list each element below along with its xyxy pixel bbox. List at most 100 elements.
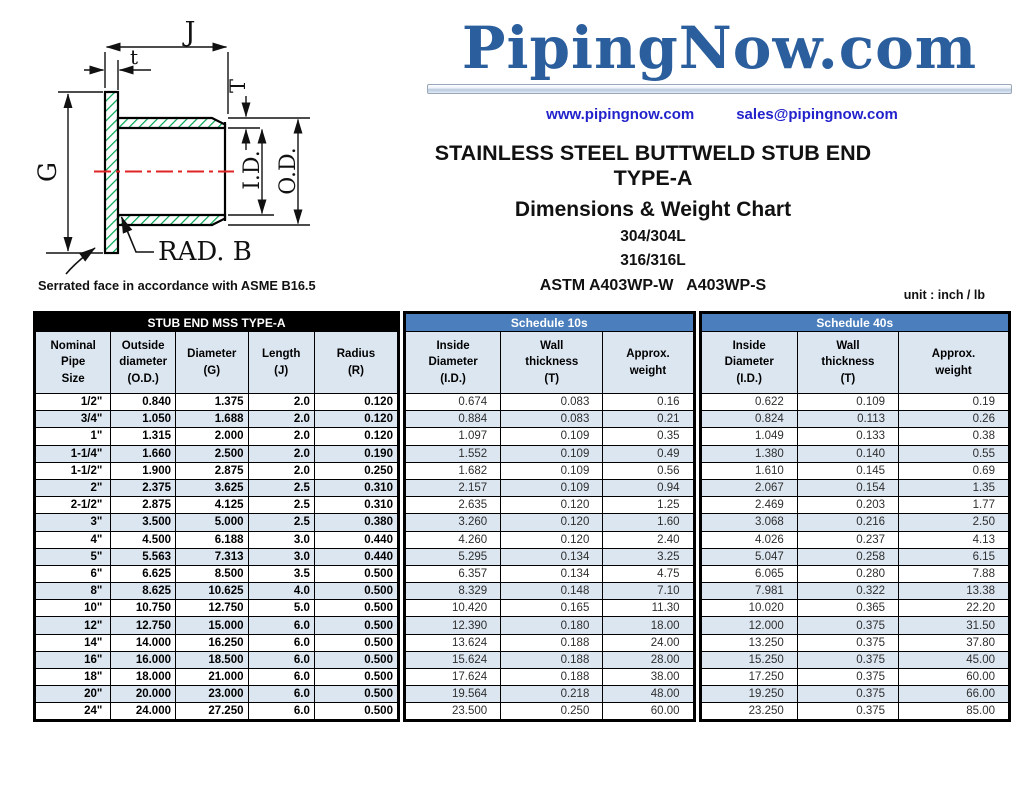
table-cell: 8.500 xyxy=(175,564,249,584)
table-cell: 13.624 xyxy=(403,633,502,652)
table-cell: 10.020 xyxy=(699,599,798,618)
table-cell: 8.625 xyxy=(110,582,176,601)
table-row: 5.047 0.258 6.15 xyxy=(699,547,1010,566)
table-cell: 4.0 xyxy=(247,582,315,601)
table-row: 2-1/2" 2.875 4.125 2.5 0.310 xyxy=(33,496,399,515)
table-row: 1.380 0.140 0.55 xyxy=(699,444,1010,463)
table-cell: 0.500 xyxy=(313,564,399,584)
col-approx-weight-10s: Approx. weight xyxy=(602,331,695,394)
table-cell: 15.250 xyxy=(699,650,798,670)
table-row: 1" 1.315 2.000 2.0 0.120 xyxy=(33,427,399,446)
rad-b-leader-arrow xyxy=(120,216,154,253)
table-cell: 1" xyxy=(33,427,112,446)
table-cell: 0.218 xyxy=(500,685,604,704)
table-cell: 1.660 xyxy=(110,444,176,463)
table-cell: 0.113 xyxy=(796,410,900,429)
table-cell: 0.188 xyxy=(500,633,604,652)
table-cell: 18.500 xyxy=(175,650,249,670)
table-cell: 2.0 xyxy=(247,427,315,446)
table-cell: 0.250 xyxy=(500,702,604,721)
table-row: 7.981 0.322 13.38 xyxy=(699,582,1010,601)
table-cell: 17.624 xyxy=(403,667,502,687)
table-cell: 6.15 xyxy=(898,547,1010,566)
table-cell: 16" xyxy=(33,650,112,670)
table-row: 3/4" 1.050 1.688 2.0 0.120 xyxy=(33,410,399,429)
table-cell: 0.310 xyxy=(313,496,399,515)
table-cell: 2.5 xyxy=(247,478,315,498)
col-inside-diameter-10s: Inside Diameter (I.D.) xyxy=(403,331,502,394)
table-row: 1-1/4" 1.660 2.500 2.0 0.190 xyxy=(33,444,399,463)
table-cell: 0.500 xyxy=(313,616,399,635)
table-cell: 0.188 xyxy=(500,667,604,687)
schedule-10s-table: Schedule 10s Inside Diameter (I.D.) Wall… xyxy=(402,311,696,722)
table-cell: 0.188 xyxy=(500,650,604,670)
table-cell: 0.674 xyxy=(403,392,502,412)
table-cell: 0.26 xyxy=(898,410,1010,429)
table-cell: 10.420 xyxy=(403,599,502,618)
table-cell: 6.0 xyxy=(247,702,315,721)
table-cell: 2-1/2" xyxy=(33,496,112,515)
table-cell: 0.500 xyxy=(313,650,399,670)
serrated-face-leader-arrow xyxy=(65,247,96,275)
table-row: 1.682 0.109 0.56 xyxy=(403,461,695,480)
table-cell: 0.109 xyxy=(500,427,604,446)
stub-end-diagram: J t G T I.D. xyxy=(33,17,316,293)
table-row: 4.260 0.120 2.40 xyxy=(403,530,695,549)
table-cell: 28.00 xyxy=(602,650,695,670)
table-cell: 0.120 xyxy=(313,427,399,446)
table-cell: 0.134 xyxy=(500,547,604,566)
table-cell: 0.440 xyxy=(313,530,399,549)
table-cell: 2.000 xyxy=(175,427,249,446)
group-header-stub-end: STUB END MSS TYPE-A xyxy=(34,312,399,332)
logo: PipingNow.com xyxy=(461,14,978,82)
table-cell: 0.258 xyxy=(796,547,900,566)
table-cell: 1-1/4" xyxy=(33,444,112,463)
table-row: 15.624 0.188 28.00 xyxy=(403,650,695,670)
dimension-cap-t xyxy=(228,96,310,150)
table-row: 1.610 0.145 0.69 xyxy=(699,461,1010,480)
table-cell: 2.635 xyxy=(403,496,502,515)
table-cell: 0.21 xyxy=(602,410,695,429)
table-cell: 0.500 xyxy=(313,599,399,618)
table-cell: 15.624 xyxy=(403,650,502,670)
table-cell: 7.10 xyxy=(602,582,695,601)
table-cell: 4.13 xyxy=(898,530,1010,549)
email-link[interactable]: sales@pipingnow.com xyxy=(736,106,898,123)
table-row: 1.552 0.109 0.49 xyxy=(403,444,695,463)
table-cell: 24" xyxy=(33,702,112,721)
table-row: 12" 12.750 15.000 6.0 0.500 xyxy=(33,616,399,635)
header: PipingNow.com www.pipingnow.com sales@pi… xyxy=(427,0,1012,295)
table-cell: 1.35 xyxy=(898,478,1010,498)
table-row: 14" 14.000 16.250 6.0 0.500 xyxy=(33,633,399,652)
table-cell: 0.216 xyxy=(796,513,900,532)
table-row: 2.469 0.203 1.77 xyxy=(699,496,1010,515)
col-diameter-g: Diameter (G) xyxy=(175,331,249,394)
table-cell: 0.109 xyxy=(500,461,604,480)
dimension-label-t: t xyxy=(130,45,138,69)
table-cell: 0.500 xyxy=(313,667,399,687)
table-cell: 2.875 xyxy=(175,461,249,480)
page-subtitle: Dimensions & Weight Chart xyxy=(514,198,792,221)
table-cell: 1-1/2" xyxy=(33,461,112,480)
table-cell: 0.237 xyxy=(796,530,900,549)
table-cell: 4.260 xyxy=(403,530,502,549)
table-row: 12.390 0.180 18.00 xyxy=(403,616,695,635)
table-cell: 0.133 xyxy=(796,427,900,446)
table-row: 17.250 0.375 60.00 xyxy=(699,667,1010,687)
table-cell: 12" xyxy=(33,616,112,635)
website-link[interactable]: www.pipingnow.com xyxy=(546,106,695,123)
table-cell: 0.109 xyxy=(796,392,900,412)
table-cell: 0.500 xyxy=(313,582,399,601)
table-cell: 5.0 xyxy=(247,599,315,618)
table-cell: 0.165 xyxy=(500,599,604,618)
table-cell: 1.097 xyxy=(403,427,502,446)
table-cell: 0.134 xyxy=(500,564,604,584)
table-cell: 3.0 xyxy=(247,530,315,549)
table-row: 1.097 0.109 0.35 xyxy=(403,427,695,446)
table-cell: 1.380 xyxy=(699,444,798,463)
table-cell: 0.083 xyxy=(500,392,604,412)
table-cell: 5.295 xyxy=(403,547,502,566)
table-cell: 0.56 xyxy=(602,461,695,480)
table-cell: 0.375 xyxy=(796,650,900,670)
column-header-row: Inside Diameter (I.D.) Wall thickness (T… xyxy=(699,331,1010,394)
